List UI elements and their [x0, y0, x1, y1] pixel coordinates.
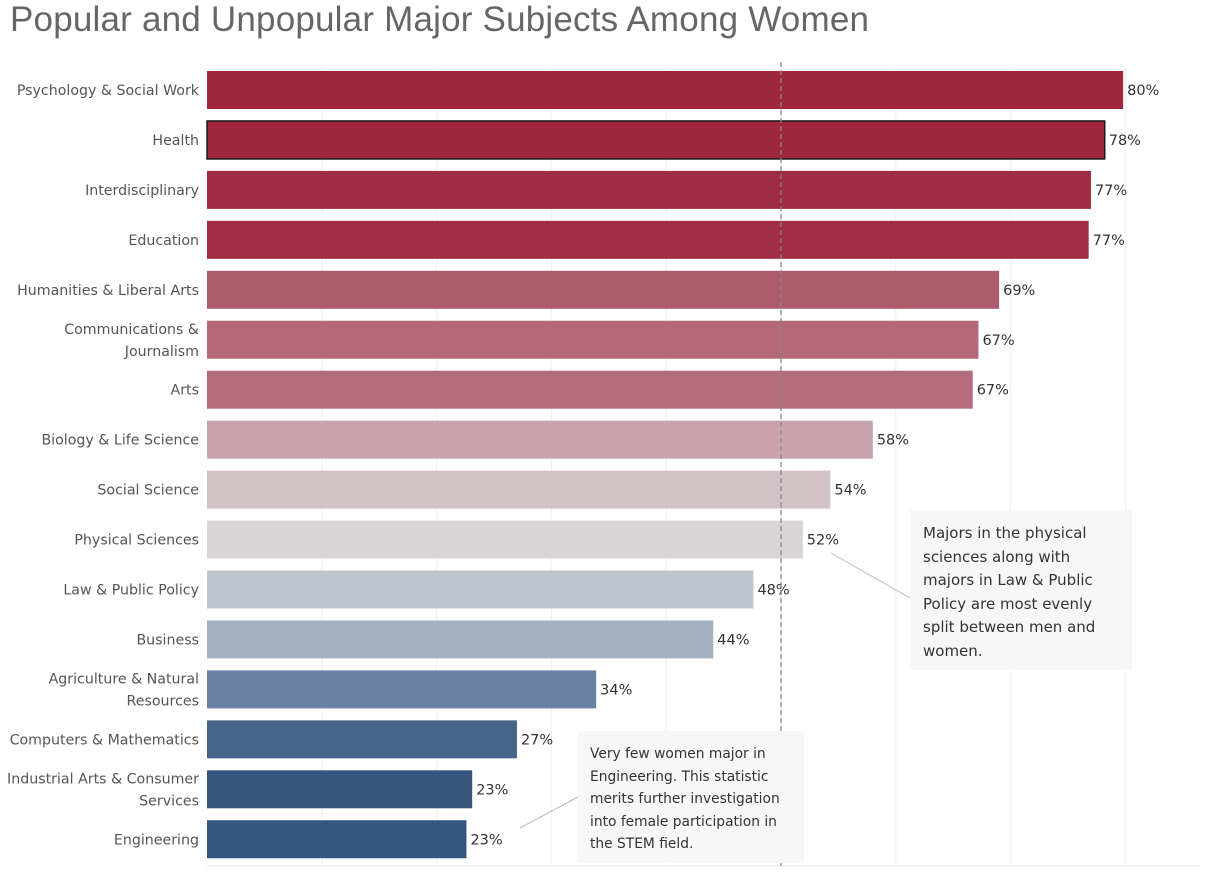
bar — [207, 320, 979, 359]
value-label: 48% — [757, 583, 789, 599]
bar — [207, 170, 1091, 209]
bar — [207, 220, 1089, 259]
category-label: Journalism — [124, 344, 199, 360]
value-label: 77% — [1095, 183, 1127, 199]
bar — [207, 620, 714, 659]
value-label: 67% — [977, 383, 1009, 399]
category-label: Social Science — [97, 483, 199, 499]
category-label: Biology & Life Science — [41, 433, 199, 449]
category-label: Arts — [171, 383, 200, 399]
bar — [207, 670, 597, 709]
chart-title: Popular and Unpopular Major Subjects Amo… — [10, 0, 870, 39]
category-label: Interdisciplinary — [85, 183, 199, 199]
category-label: Humanities & Liberal Arts — [17, 283, 199, 299]
value-label: 44% — [717, 632, 749, 648]
bar — [207, 720, 517, 759]
value-label: 34% — [600, 682, 632, 698]
value-label: 67% — [982, 333, 1014, 349]
bar — [207, 71, 1124, 109]
category-label: Psychology & Social Work — [17, 83, 200, 99]
category-label: Physical Sciences — [74, 533, 199, 549]
value-label: 69% — [1003, 283, 1035, 299]
value-label: 77% — [1093, 233, 1125, 249]
annotation-pointer — [519, 796, 579, 829]
bar — [207, 770, 473, 809]
value-label: 23% — [476, 782, 508, 798]
bar — [207, 570, 754, 609]
category-label: Resources — [127, 693, 199, 709]
value-label: 58% — [877, 433, 909, 449]
category-label: Services — [139, 793, 199, 809]
annotation-physical-sciences: Majors in the physical sciences along wi… — [910, 510, 1132, 670]
category-label: Agriculture & Natural — [49, 671, 199, 687]
category-label: Business — [136, 632, 199, 648]
annotation-engineering: Very few women major in Engineering. Thi… — [578, 731, 804, 863]
category-label: Education — [128, 233, 199, 249]
category-label: Computers & Mathematics — [10, 732, 199, 748]
category-label: Law & Public Policy — [63, 583, 199, 599]
bar — [207, 420, 873, 459]
bar — [207, 470, 831, 509]
category-label: Engineering — [114, 832, 199, 848]
bar — [207, 270, 1000, 309]
category-label: Industrial Arts & Consumer — [7, 771, 199, 787]
value-label: 54% — [834, 483, 866, 499]
category-label: Health — [152, 133, 199, 149]
bar — [206, 120, 1106, 160]
value-label: 80% — [1127, 83, 1159, 99]
value-label: 78% — [1109, 133, 1141, 149]
value-label: 27% — [521, 732, 553, 748]
category-label: Communications & — [64, 322, 199, 338]
bar — [207, 370, 973, 409]
value-label: 23% — [470, 832, 502, 848]
bar — [207, 520, 803, 559]
value-label: 52% — [807, 533, 839, 549]
annotation-pointer — [830, 552, 911, 599]
bar — [207, 820, 467, 859]
